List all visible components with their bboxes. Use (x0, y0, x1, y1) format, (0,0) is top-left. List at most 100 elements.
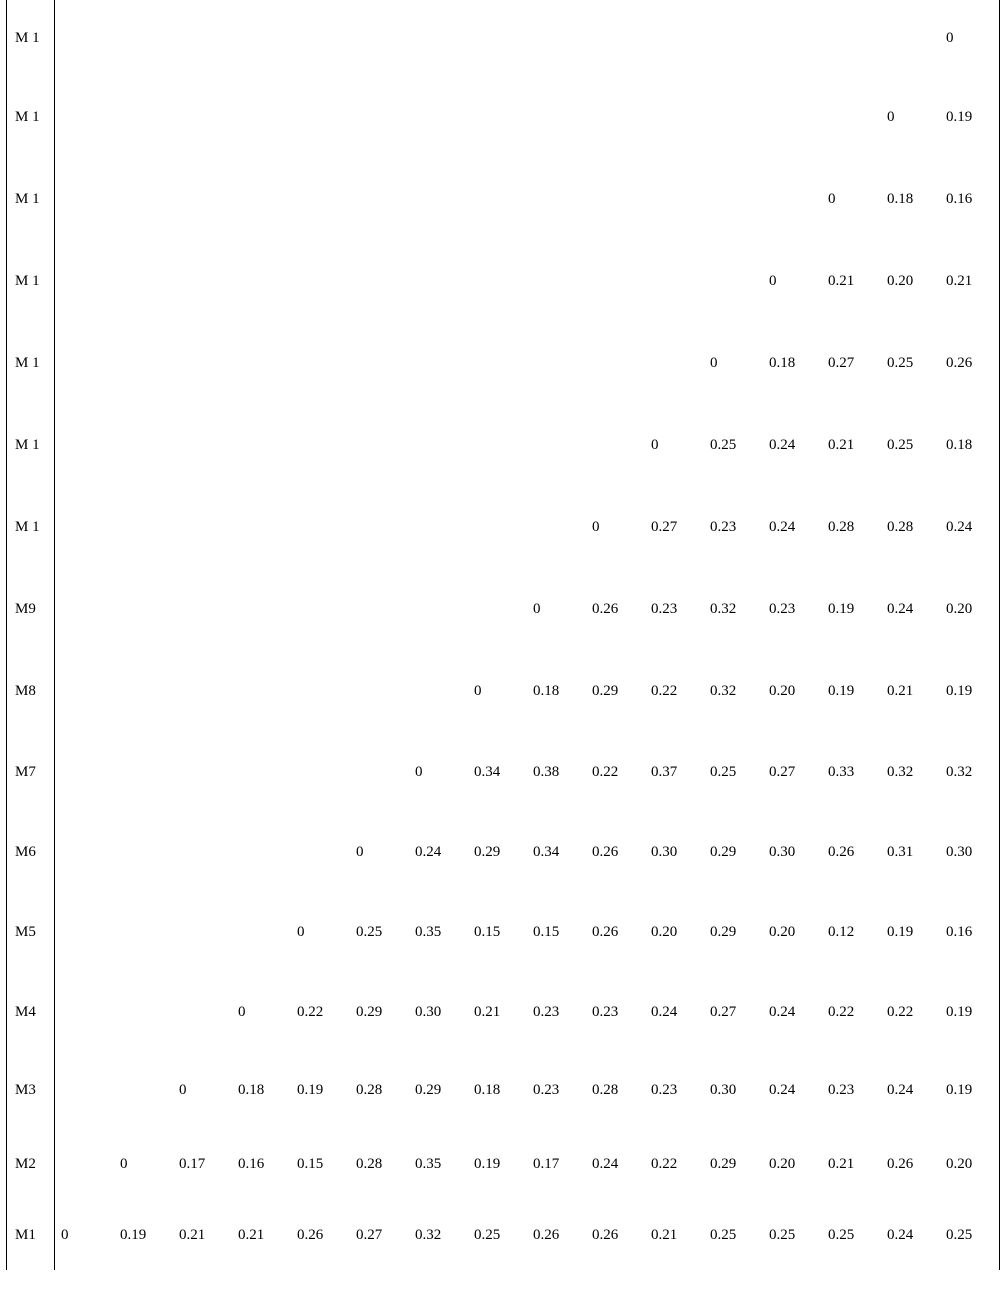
matrix-cell (586, 158, 645, 240)
matrix-cell: 0.20 (763, 1128, 822, 1200)
matrix-cell: 0.24 (645, 972, 704, 1052)
matrix-cell (291, 76, 350, 158)
matrix-cell: 0.19 (468, 1128, 527, 1200)
matrix-cell (350, 0, 409, 76)
matrix-cell: 0.32 (881, 732, 940, 812)
matrix-cell (586, 240, 645, 322)
matrix-cell (114, 404, 173, 486)
matrix-cell (291, 568, 350, 650)
matrix-cell: 0.21 (232, 1200, 291, 1270)
matrix-cell: 0.28 (586, 1052, 645, 1128)
matrix-cell: 0.18 (940, 404, 999, 486)
matrix-cell: 0.19 (940, 972, 999, 1052)
matrix-cell: 0 (350, 812, 409, 892)
matrix-cell (291, 404, 350, 486)
matrix-cell (468, 0, 527, 76)
matrix-cell: 0.30 (940, 812, 999, 892)
matrix-cell: 0.25 (350, 892, 409, 972)
row-label: M 1 (7, 404, 55, 486)
matrix-cell (232, 568, 291, 650)
matrix-cell: 0 (232, 972, 291, 1052)
matrix-cell: 0.32 (704, 650, 763, 732)
row-label: M7 (7, 732, 55, 812)
matrix-cell (291, 732, 350, 812)
matrix-cell: 0.19 (940, 76, 999, 158)
matrix-cell (114, 76, 173, 158)
matrix-cell (114, 812, 173, 892)
matrix-cell: 0.22 (645, 650, 704, 732)
matrix-cell (232, 892, 291, 972)
matrix-cell (173, 404, 232, 486)
matrix-cell: 0.20 (763, 650, 822, 732)
matrix-cell: 0.21 (822, 240, 881, 322)
matrix-cell: 0.32 (704, 568, 763, 650)
matrix-cell (645, 0, 704, 76)
matrix-cell: 0.26 (586, 812, 645, 892)
matrix-cell: 0.27 (350, 1200, 409, 1270)
matrix-cell: 0 (409, 732, 468, 812)
matrix-cell: 0.25 (940, 1200, 999, 1270)
matrix-cell (55, 158, 114, 240)
matrix-cell: 0.15 (527, 892, 586, 972)
matrix-cell: 0.16 (940, 892, 999, 972)
matrix-cell: 0.21 (173, 1200, 232, 1270)
matrix-cell: 0.27 (645, 486, 704, 568)
row-label: M6 (7, 812, 55, 892)
matrix-cell: 0.30 (704, 1052, 763, 1128)
matrix-cell: 0.26 (881, 1128, 940, 1200)
row-label: M8 (7, 650, 55, 732)
matrix-cell (527, 76, 586, 158)
matrix-cell: 0 (291, 892, 350, 972)
matrix-cell: 0.25 (763, 1200, 822, 1270)
matrix-cell (645, 240, 704, 322)
matrix-cell (173, 486, 232, 568)
row-label: M 1 (7, 76, 55, 158)
matrix-cell: 0.19 (881, 892, 940, 972)
matrix-cell: 0.23 (704, 486, 763, 568)
matrix-cell (409, 158, 468, 240)
matrix-cell: 0.30 (409, 972, 468, 1052)
matrix-cell: 0.20 (940, 1128, 999, 1200)
matrix-cell (350, 486, 409, 568)
matrix-cell: 0.17 (173, 1128, 232, 1200)
matrix-cell: 0.24 (763, 1052, 822, 1128)
matrix-cell: 0.16 (232, 1128, 291, 1200)
matrix-cell (55, 76, 114, 158)
matrix-cell: 0.23 (763, 568, 822, 650)
matrix-cell (232, 76, 291, 158)
matrix-cell (173, 158, 232, 240)
matrix-cell (881, 0, 940, 76)
matrix-cell: 0.29 (350, 972, 409, 1052)
matrix-cell (468, 404, 527, 486)
matrix-cell (409, 240, 468, 322)
matrix-cell: 0 (55, 1200, 114, 1270)
matrix-cell: 0.18 (881, 158, 940, 240)
matrix-cell (527, 0, 586, 76)
matrix-cell: 0.32 (940, 732, 999, 812)
matrix-cell (645, 158, 704, 240)
matrix-cell: 0 (173, 1052, 232, 1128)
matrix-cell (350, 158, 409, 240)
matrix-cell (291, 322, 350, 404)
matrix-cell (55, 404, 114, 486)
matrix-cell (763, 0, 822, 76)
matrix-cell (114, 972, 173, 1052)
matrix-cell (409, 76, 468, 158)
matrix-cell (173, 322, 232, 404)
matrix-cell (55, 812, 114, 892)
matrix-cell (55, 972, 114, 1052)
matrix-cell (704, 158, 763, 240)
matrix-cell (645, 76, 704, 158)
matrix-cell: 0.21 (881, 650, 940, 732)
matrix-cell (704, 0, 763, 76)
matrix-cell: 0.28 (822, 486, 881, 568)
matrix-cell (114, 158, 173, 240)
matrix-cell (350, 240, 409, 322)
matrix-cell: 0.26 (586, 892, 645, 972)
matrix-cell: 0.21 (645, 1200, 704, 1270)
matrix-cell: 0.28 (350, 1052, 409, 1128)
row-label: M 1 (7, 322, 55, 404)
matrix-cell (114, 0, 173, 76)
matrix-cell: 0.19 (291, 1052, 350, 1128)
matrix-cell: 0.24 (763, 972, 822, 1052)
